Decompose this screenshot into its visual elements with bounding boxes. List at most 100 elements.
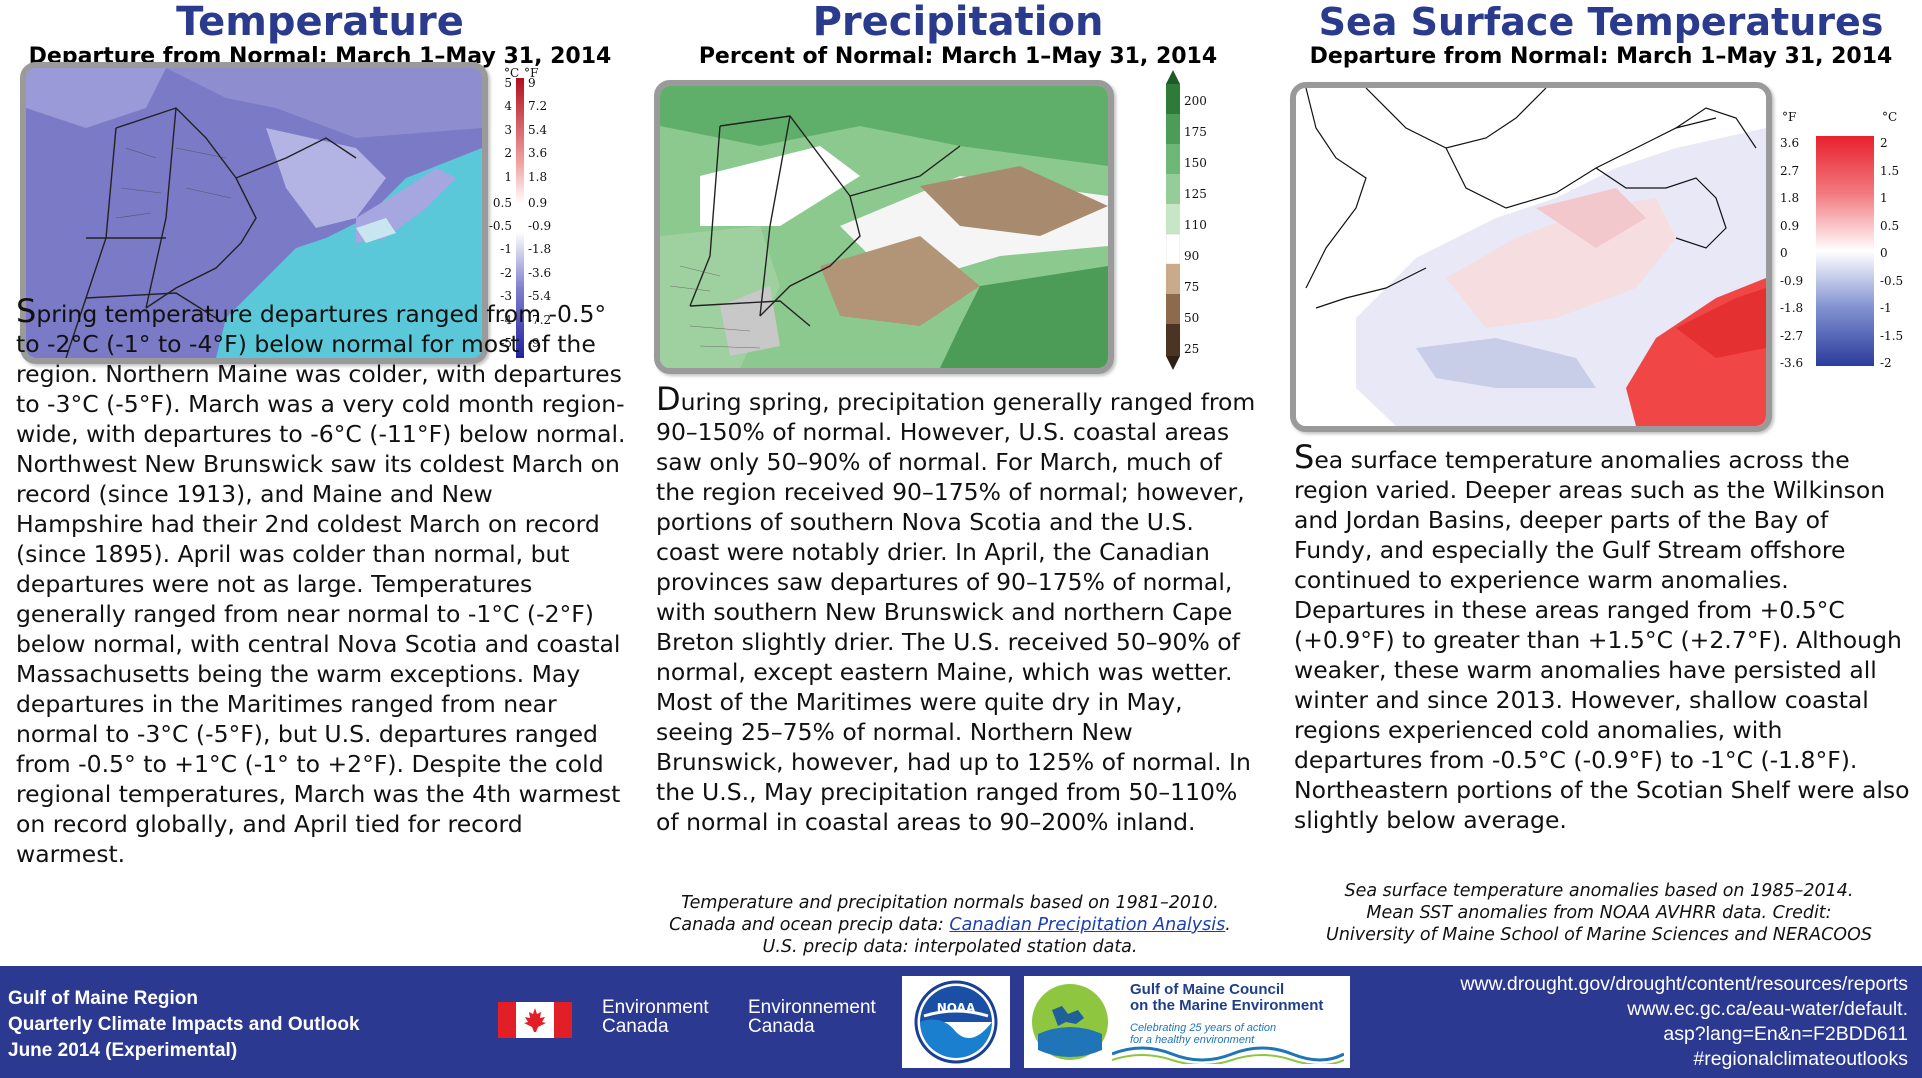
sst-subtitle: Departure from Normal: March 1–May 31, 2… (1309, 44, 1893, 69)
drought-gov-link[interactable]: www.drought.gov/drought/content/resource… (1460, 973, 1908, 995)
temperature-scale-c-label: -0.5 (488, 219, 512, 233)
gomc-emblem-icon (1032, 984, 1108, 1060)
precipitation-body: During spring, precipitation generally r… (656, 383, 1256, 837)
hashtag: #regionalclimateoutlooks (1693, 1048, 1908, 1070)
precipitation-colorbar (1166, 70, 1180, 370)
sst-scale-f-label: -0.9 (1780, 273, 1804, 288)
temperature-scale-f-label: 3.6 (528, 146, 548, 161)
precipitation-scale-label: 125 (1184, 187, 1207, 201)
temperature-scale-f-label: -5.4 (528, 289, 552, 304)
sst-note-line1: Sea surface temperature anomalies based … (1344, 881, 1854, 901)
temperature-scale-c-label: -4 (500, 312, 512, 327)
temperature-scale-c-label: 2 (504, 146, 512, 161)
sst-scale-c-label: -1.5 (1880, 328, 1904, 343)
temperature-scale-f-label: 1.8 (528, 169, 548, 184)
sst-scale: °F °C 3.6 2 2.7 1.5 1.8 1 0.9 0.5 0 0 -0.9 -0.5 -1.8… (1776, 110, 1916, 380)
sst-body-dropcap: S (1294, 438, 1315, 476)
temperature-scale: °C °F 5 9 4 7.2 3 5.4 2 3.6 1 1.8 0.5 0.9 -0.5 -0.9 -1… (484, 66, 564, 358)
temperature-scale-f-label: 0.9 (528, 195, 548, 210)
sst-column: Sea Surface Temperatures Departure from … (1280, 0, 1922, 70)
gulf-of-maine-council-logo: Gulf of Maine Council on the Marine Envi… (1024, 976, 1350, 1068)
temperature-scale-c-label: 5 (504, 76, 512, 90)
sst-scale-f-label: 0 (1780, 246, 1788, 260)
temperature-scale-c-label: -3 (500, 289, 512, 304)
sst-scale-unit-c: °C (1882, 110, 1898, 124)
precipitation-scale-label: 75 (1184, 280, 1200, 294)
precipitation-scale-label: 25 (1184, 342, 1200, 356)
sst-scale-c-label: -1 (1880, 301, 1892, 315)
sst-scale-f-label: 0.9 (1780, 218, 1800, 233)
scale-unit-c: °C (504, 66, 520, 80)
sst-scale-f-label: 2.7 (1780, 163, 1800, 178)
sst-note: Sea surface temperature anomalies based … (1282, 880, 1916, 946)
sst-map (1290, 82, 1772, 432)
sst-scale-f-label: 1.8 (1780, 191, 1800, 205)
sst-scale-unit-f: °F (1782, 110, 1797, 124)
precipitation-scale: 200 175 150 125 110 90 75 50 25 (1166, 70, 1236, 370)
temperature-scale-f-label: -7.2 (528, 312, 552, 327)
precipitation-title: Precipitation (812, 0, 1104, 45)
temperature-scale-f-label: -3.6 (528, 265, 552, 280)
scale-unit-f: °F (524, 66, 539, 80)
temperature-scale-c-label: -5 (500, 336, 512, 350)
temperature-scale-f-label: -1.8 (528, 242, 552, 257)
precipitation-note-line3: U.S. precip data: interpolated station d… (762, 937, 1138, 957)
precipitation-note-line1: Temperature and precipitation normals ba… (681, 893, 1219, 913)
gomc-title: Gulf of Maine Council on the Marine Envi… (1130, 981, 1324, 1014)
sst-scale-f-label: -2.7 (1780, 328, 1804, 343)
gomc-tagline: Celebrating 25 years of action for a hea… (1130, 1022, 1277, 1046)
temperature-map (20, 62, 488, 364)
sst-colorbar (1816, 136, 1874, 366)
temperature-body-dropcap: S (16, 292, 37, 330)
noaa-logo-text: NOAA (937, 1001, 976, 1015)
temperature-scale-f-label: -0.9 (528, 219, 552, 233)
temperature-title: Temperature (176, 0, 464, 45)
sst-note-line3: University of Maine School of Marine Sci… (1326, 925, 1872, 945)
environment-canada-fr: Environnement Canada (748, 997, 876, 1037)
precipitation-scale-label: 150 (1184, 156, 1207, 170)
precipitation-subtitle: Percent of Normal: March 1–May 31, 2014 (698, 44, 1218, 69)
footer-report-title: Gulf of Maine Region Quarterly Climate I… (8, 988, 360, 1061)
temperature-scale-f-label: -9 (528, 336, 540, 350)
temperature-scale-c-label: 0.5 (492, 195, 512, 210)
precipitation-body-dropcap: D (656, 380, 681, 418)
sst-scale-f-label: 3.6 (1780, 136, 1800, 150)
sst-scale-c-label: 0.5 (1880, 218, 1900, 233)
temperature-scale-f-label: 9 (528, 76, 536, 90)
sst-scale-f-label: -1.8 (1780, 301, 1804, 315)
temperature-scale-c-label: 3 (504, 122, 512, 137)
sst-title: Sea Surface Temperatures (1318, 0, 1884, 44)
temperature-colorbar (516, 78, 524, 358)
temperature-scale-c-label: -1 (500, 242, 512, 257)
temperature-scale-f-label: 5.4 (528, 122, 548, 137)
temperature-body-text: pring temperature departures ranged from… (16, 300, 626, 868)
sst-scale-c-label: -2 (1880, 356, 1892, 370)
gomc-wave-icon (1112, 1046, 1344, 1064)
temperature-scale-c-label: -2 (500, 265, 512, 280)
precipitation-map (654, 80, 1114, 374)
precipitation-scale-label: 50 (1184, 311, 1200, 325)
temperature-scale-c-label: 4 (504, 99, 512, 114)
temperature-body: Spring temperature departures ranged fro… (16, 295, 626, 869)
sst-body: Sea surface temperature anomalies across… (1294, 441, 1914, 835)
precipitation-note: Temperature and precipitation normals ba… (620, 892, 1280, 958)
noaa-logo: NOAA (902, 976, 1010, 1068)
ec-link-line2[interactable]: asp?lang=En&n=F2BDD611 (1663, 1023, 1908, 1045)
precipitation-scale-label: 90 (1184, 249, 1200, 263)
sst-scale-c-label: 1.5 (1880, 163, 1900, 178)
precipitation-scale-label: 200 (1184, 94, 1207, 108)
sst-body-text: ea surface temperature anomalies across … (1294, 446, 1910, 834)
temperature-scale-f-label: 7.2 (528, 99, 548, 114)
precipitation-scale-label: 110 (1184, 218, 1207, 232)
precipitation-note-line2: Canada and ocean precip data: Canadian P… (669, 915, 1231, 935)
sst-scale-c-label: 1 (1880, 191, 1888, 205)
sst-scale-f-label: -3.6 (1780, 356, 1804, 370)
sst-scale-c-label: 2 (1880, 136, 1888, 150)
ec-link-line1[interactable]: www.ec.gc.ca/eau-water/default. (1627, 998, 1908, 1020)
sst-scale-c-label: -0.5 (1880, 273, 1904, 288)
precipitation-scale-label: 175 (1184, 125, 1207, 139)
sst-scale-c-label: 0 (1880, 246, 1888, 260)
canadian-precipitation-analysis-link[interactable]: Canadian Precipitation Analysis (949, 915, 1226, 935)
temperature-column: Temperature Departure from Normal: March… (0, 0, 640, 70)
environment-canada-en: Environment Canada (602, 997, 709, 1037)
